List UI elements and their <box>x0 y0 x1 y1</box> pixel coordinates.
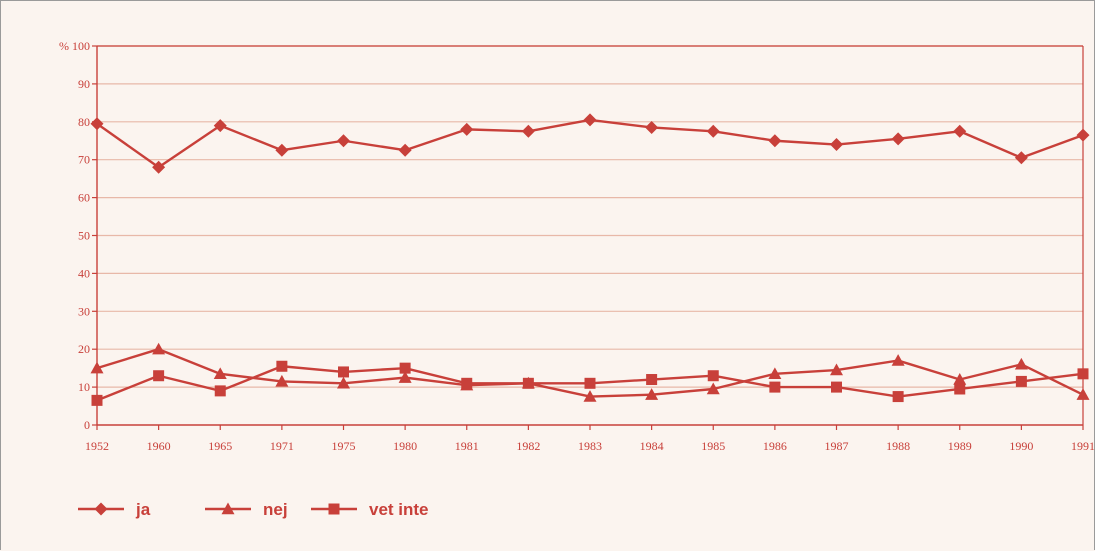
x-tick-label-1965: 1965 <box>208 439 232 453</box>
point-vet-inte-1984 <box>646 374 658 386</box>
series-group <box>90 113 1090 406</box>
point-ja-1990 <box>1014 151 1028 165</box>
y-axis-ticks: 0 10 20 30 40 50 60 70 80 90 % 100 <box>59 39 97 432</box>
point-nej-1960 <box>152 342 166 355</box>
point-nej-1980 <box>398 371 412 383</box>
point-ja-1991 <box>1076 128 1090 142</box>
point-vet-inte-1975 <box>338 366 349 378</box>
x-tick-label-1986: 1986 <box>763 439 787 453</box>
x-axis-ticks: 1952 1960 1965 1971 1975 1980 1981 1982 1983 1984… <box>85 425 1095 453</box>
point-vet-inte-1952 <box>91 394 103 406</box>
x-tick-label-1991: 1991 <box>1071 439 1095 453</box>
legend-marker-ja <box>94 502 108 516</box>
point-nej-1952 <box>90 361 104 374</box>
point-vet-inte-1991 <box>1077 368 1089 380</box>
point-nej-1986 <box>768 367 782 380</box>
y-tick-label-30: 30 <box>78 304 90 318</box>
point-vet-inte-1988 <box>892 391 904 403</box>
y-tick-label-70: 70 <box>78 153 90 167</box>
point-ja-1965 <box>213 119 227 133</box>
point-ja-1971 <box>275 143 289 157</box>
x-tick-label-1980: 1980 <box>393 439 417 453</box>
point-vet-inte-1983 <box>584 377 596 389</box>
x-tick-label-1988: 1988 <box>886 439 910 453</box>
x-tick-label-1971: 1971 <box>270 439 294 453</box>
x-tick-label-1981: 1981 <box>455 439 479 453</box>
legend-label-nej: nej <box>263 500 288 519</box>
y-tick-label-0: 0 <box>84 418 90 432</box>
legend-item-vet-inte: vet inte <box>311 500 429 519</box>
y-tick-label-10: 10 <box>78 380 90 394</box>
x-tick-label-1984: 1984 <box>640 439 664 453</box>
point-vet-inte-1987 <box>831 381 842 393</box>
y-tick-label-100: % 100 <box>59 39 90 53</box>
series-vet-inte <box>91 360 1089 406</box>
legend-marker-vet-inte <box>328 503 340 515</box>
y-tick-label-50: 50 <box>78 229 90 243</box>
y-tick-label-40: 40 <box>78 266 90 280</box>
series-ja <box>90 113 1090 174</box>
x-tick-label-1989: 1989 <box>948 439 972 453</box>
y-tick-label-60: 60 <box>78 191 90 205</box>
series-line-nej <box>96 348 1084 398</box>
point-vet-inte-1986 <box>769 381 781 393</box>
point-nej-1965 <box>213 367 227 380</box>
legend-item-nej: nej <box>205 500 288 519</box>
point-ja-1952 <box>90 117 104 131</box>
point-vet-inte-1971 <box>276 360 288 372</box>
point-nej-1988 <box>891 354 905 366</box>
point-ja-1983 <box>583 113 597 127</box>
x-tick-label-1960: 1960 <box>147 439 171 453</box>
y-tick-label-20: 20 <box>78 342 90 356</box>
point-ja-1987 <box>830 138 843 152</box>
point-vet-inte-1965 <box>214 385 226 397</box>
legend-label-ja: ja <box>135 500 151 519</box>
grid-lines <box>97 45 1083 388</box>
legend: ja nej vet inte <box>78 500 429 519</box>
point-ja-1988 <box>891 132 905 146</box>
x-tick-label-1990: 1990 <box>1009 439 1033 453</box>
point-vet-inte-1981 <box>461 377 473 389</box>
series-nej <box>90 342 1090 402</box>
point-vet-inte-1985 <box>707 370 719 382</box>
point-vet-inte-1960 <box>153 370 165 382</box>
legend-label-vet-inte: vet inte <box>369 500 429 519</box>
point-nej-1984 <box>645 388 659 400</box>
x-tick-label-1975: 1975 <box>332 439 356 453</box>
point-vet-inte-1982 <box>522 377 534 389</box>
x-tick-label-1985: 1985 <box>701 439 725 453</box>
point-ja-1982 <box>521 124 535 138</box>
point-nej-1989 <box>953 373 967 385</box>
point-nej-1983 <box>583 390 597 402</box>
point-vet-inte-1980 <box>399 362 411 374</box>
x-tick-label-1952: 1952 <box>85 439 109 453</box>
point-vet-inte-1989 <box>954 383 966 395</box>
point-ja-1981 <box>460 122 474 136</box>
point-nej-1991 <box>1076 388 1090 400</box>
legend-marker-nej <box>221 502 235 515</box>
point-nej-1971 <box>275 374 289 387</box>
point-ja-1989 <box>953 124 967 138</box>
x-tick-label-1982: 1982 <box>516 439 540 453</box>
point-nej-1990 <box>1014 357 1028 370</box>
x-tick-label-1987: 1987 <box>825 439 849 453</box>
x-tick-label-1983: 1983 <box>578 439 602 453</box>
point-nej-1985 <box>706 382 720 395</box>
legend-item-ja: ja <box>78 500 151 519</box>
point-vet-inte-1990 <box>1015 375 1027 387</box>
point-ja-1984 <box>645 120 659 134</box>
point-ja-1985 <box>706 124 720 138</box>
point-ja-1986 <box>768 134 782 148</box>
y-tick-label-80: 80 <box>78 115 90 129</box>
point-nej-1975 <box>337 376 350 389</box>
y-tick-label-90: 90 <box>78 77 90 91</box>
point-ja-1975 <box>337 134 350 148</box>
point-ja-1980 <box>398 143 412 157</box>
point-ja-1960 <box>152 160 166 174</box>
point-nej-1987 <box>830 363 843 376</box>
